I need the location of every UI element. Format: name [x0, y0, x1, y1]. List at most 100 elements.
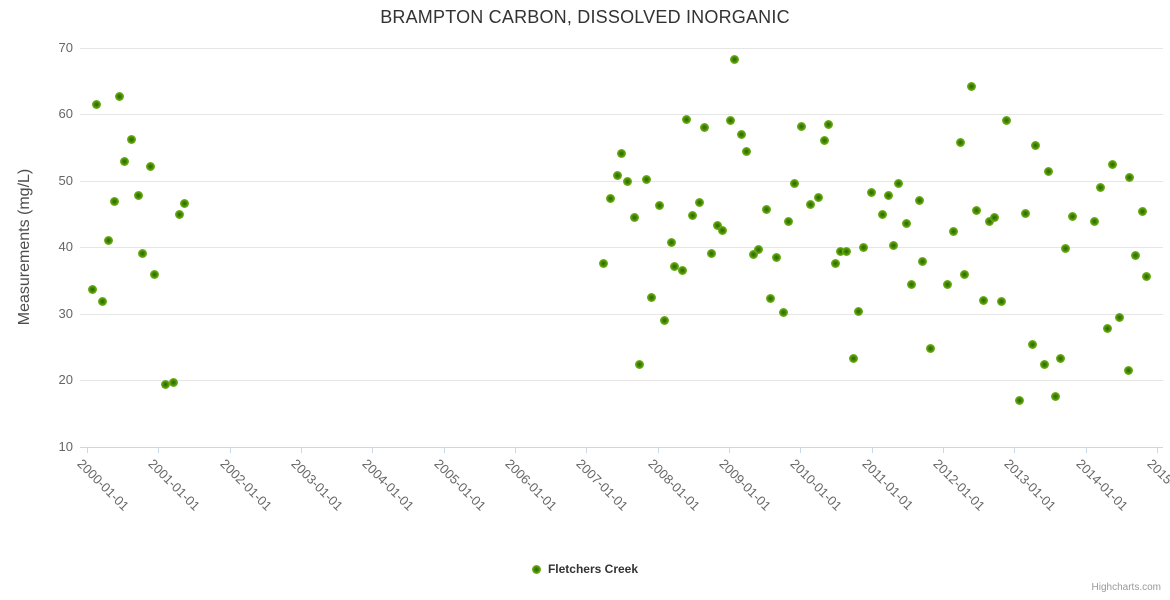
data-point[interactable] [1108, 160, 1118, 170]
data-point[interactable] [616, 148, 626, 158]
data-point[interactable] [161, 379, 171, 389]
data-point[interactable] [629, 213, 639, 223]
data-point[interactable] [1056, 354, 1066, 364]
data-point[interactable] [114, 92, 124, 102]
data-point[interactable] [1125, 173, 1135, 183]
data-point[interactable] [97, 297, 107, 307]
data-point[interactable] [830, 259, 840, 269]
data-point[interactable] [1095, 183, 1105, 193]
data-point[interactable] [150, 269, 160, 279]
data-point[interactable] [894, 179, 904, 189]
data-point[interactable] [985, 217, 995, 227]
data-point[interactable] [854, 307, 864, 317]
data-point[interactable] [1015, 395, 1025, 405]
data-point[interactable] [642, 174, 652, 184]
data-point[interactable] [877, 209, 887, 219]
data-point[interactable] [180, 199, 190, 209]
data-point[interactable] [725, 116, 735, 126]
data-point[interactable] [1068, 211, 1078, 221]
data-point[interactable] [859, 242, 869, 252]
highcharts-credit[interactable]: Highcharts.com [1091, 582, 1161, 593]
data-point[interactable] [730, 54, 740, 64]
data-point[interactable] [1114, 313, 1124, 323]
data-point[interactable] [1060, 243, 1070, 253]
data-point[interactable] [174, 209, 184, 219]
data-point[interactable] [103, 235, 113, 245]
data-point[interactable] [805, 200, 815, 210]
data-point[interactable] [110, 197, 120, 207]
data-point[interactable] [700, 122, 710, 132]
data-point[interactable] [918, 257, 928, 267]
data-point[interactable] [654, 200, 664, 210]
data-point[interactable] [635, 360, 645, 370]
legend-item-fletchers-creek[interactable]: Fletchers Creek [531, 562, 638, 576]
data-point[interactable] [907, 279, 917, 289]
data-point[interactable] [753, 244, 763, 254]
data-point[interactable] [1103, 323, 1113, 333]
data-point[interactable] [925, 344, 935, 354]
data-point[interactable] [948, 227, 958, 237]
data-point[interactable] [914, 196, 924, 206]
data-point[interactable] [1142, 271, 1152, 281]
data-point[interactable] [606, 194, 616, 204]
data-point[interactable] [1051, 391, 1061, 401]
data-point[interactable] [990, 212, 1000, 222]
data-point[interactable] [87, 285, 97, 295]
data-point[interactable] [813, 193, 823, 203]
data-point[interactable] [1027, 340, 1037, 350]
data-point[interactable] [741, 146, 751, 156]
data-point[interactable] [842, 247, 852, 257]
data-point[interactable] [960, 269, 970, 279]
data-point[interactable] [1131, 250, 1141, 260]
data-point[interactable] [678, 265, 688, 275]
data-point[interactable] [612, 170, 622, 180]
data-point[interactable] [966, 82, 976, 92]
data-point[interactable] [784, 216, 794, 226]
data-point[interactable] [660, 315, 670, 325]
data-point[interactable] [669, 261, 679, 271]
data-point[interactable] [666, 237, 676, 247]
data-point[interactable] [979, 296, 988, 306]
data-point[interactable] [867, 188, 877, 198]
data-point[interactable] [902, 218, 912, 228]
data-point[interactable] [1002, 116, 1012, 126]
data-point[interactable] [598, 259, 608, 269]
data-point[interactable] [1137, 206, 1147, 216]
data-point[interactable] [138, 248, 148, 258]
data-point[interactable] [883, 190, 893, 200]
data-point[interactable] [120, 156, 130, 166]
data-point[interactable] [771, 253, 781, 263]
data-point[interactable] [955, 138, 965, 148]
data-point[interactable] [1044, 167, 1053, 177]
data-point[interactable] [778, 307, 788, 317]
data-point[interactable] [145, 162, 155, 172]
data-point[interactable] [736, 130, 746, 140]
data-point[interactable] [1020, 208, 1030, 218]
data-point[interactable] [997, 297, 1007, 307]
data-point[interactable] [126, 134, 136, 144]
data-point[interactable] [623, 176, 633, 186]
data-point[interactable] [707, 249, 717, 259]
data-point[interactable] [694, 198, 704, 208]
data-point[interactable] [971, 206, 981, 215]
data-point[interactable] [835, 246, 845, 256]
data-point[interactable] [133, 190, 143, 200]
data-point[interactable] [91, 99, 101, 109]
data-point[interactable] [682, 114, 692, 124]
data-point[interactable] [823, 120, 833, 130]
data-point[interactable] [942, 279, 952, 289]
data-point[interactable] [797, 122, 807, 132]
data-point[interactable] [1123, 365, 1133, 375]
data-point[interactable] [849, 353, 859, 363]
data-point[interactable] [647, 293, 657, 303]
data-point[interactable] [717, 225, 727, 235]
data-point[interactable] [765, 293, 775, 303]
data-point[interactable] [749, 249, 759, 259]
data-point[interactable] [1031, 141, 1041, 151]
data-point[interactable] [1039, 360, 1049, 370]
data-point[interactable] [1089, 216, 1099, 226]
data-point[interactable] [712, 221, 722, 231]
data-point[interactable] [790, 178, 800, 188]
data-point[interactable] [169, 378, 179, 388]
data-point[interactable] [889, 241, 899, 251]
